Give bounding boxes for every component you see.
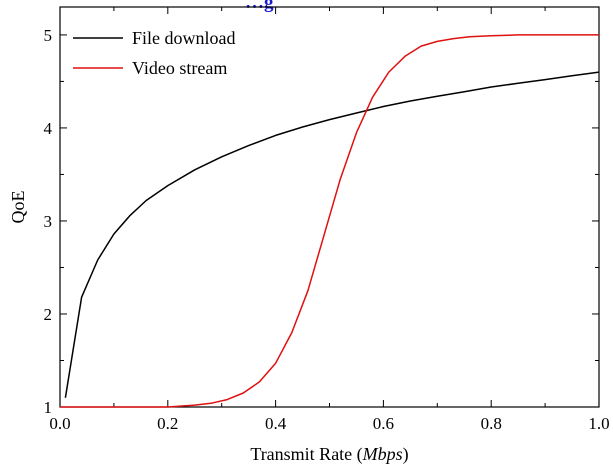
x-axis-title: Transmit Rate (Mbps) [250, 444, 408, 465]
axis-ticks: 0.0 0.2 0.4 0.6 0.8 1.0 1 2 3 4 5 [44, 7, 610, 433]
x-axis-title-suffix: ) [403, 444, 409, 465]
legend: File download Video stream [73, 28, 236, 78]
y-tick-label: 1 [44, 398, 53, 417]
series-line-file-download [64, 71, 600, 398]
x-tick-label: 0.0 [49, 414, 70, 433]
x-axis-title-prefix: Transmit Rate ( [250, 444, 362, 465]
x-tick-label: 1.0 [588, 414, 609, 433]
x-tick-label: 0.6 [373, 414, 394, 433]
x-tick-label: 0.2 [157, 414, 178, 433]
series-line-video-stream [60, 34, 599, 408]
legend-label: Video stream [132, 58, 227, 78]
y-tick-label: 4 [44, 119, 53, 138]
x-tick-label: 0.8 [481, 414, 502, 433]
legend-label: File download [132, 28, 236, 48]
x-tick-label: 0.4 [265, 414, 287, 433]
x-axis-title-unit: Mbps [362, 444, 403, 464]
y-tick-label: 3 [44, 212, 53, 231]
y-axis-title: QoE [8, 191, 28, 224]
series-layer [60, 34, 600, 408]
y-tick-label: 2 [44, 305, 53, 324]
y-tick-label: 5 [44, 26, 53, 45]
